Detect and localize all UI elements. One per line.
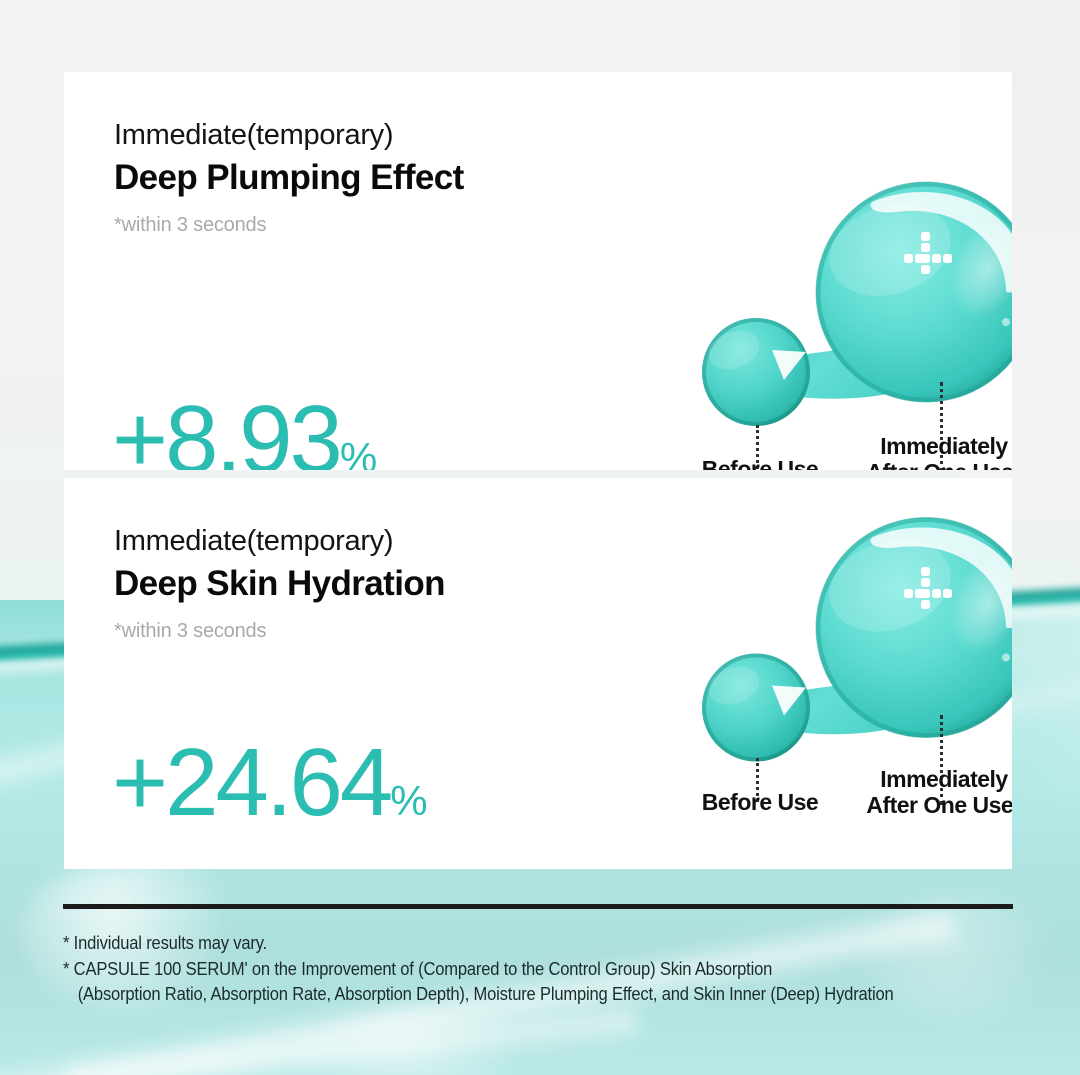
stat-unit: % xyxy=(390,777,427,824)
card-text-block: Immediate(temporary) Deep Plumping Effec… xyxy=(114,117,464,237)
leader-line-after xyxy=(940,715,943,805)
gel-highlight-blotch xyxy=(860,900,1080,1020)
label-after-one-use: Immediately After One Use* xyxy=(856,766,1012,819)
leader-line-before xyxy=(756,758,759,802)
leader-line-before xyxy=(756,425,759,469)
claim-card-plumping: Immediate(temporary) Deep Plumping Effec… xyxy=(64,72,1012,470)
stat-value: +8.93 xyxy=(112,386,343,471)
card-text-block: Immediate(temporary) Deep Skin Hydration… xyxy=(114,523,446,643)
footnote-item: * CAPSULE 100 SERUM' on the Improvement … xyxy=(63,958,773,979)
label-before-use: Before Use xyxy=(701,789,819,815)
page-title: Deep Skin Hydration xyxy=(114,564,446,604)
label-after-line2: After One Use* xyxy=(856,459,1012,470)
subnote-text: *within 3 seconds xyxy=(114,213,267,236)
label-before-use: Before Use xyxy=(701,456,819,470)
footnote-list: * Individual results may vary. * CAPSULE… xyxy=(63,931,1023,1008)
plus-dots-icon xyxy=(904,567,952,609)
label-after-line1: Immediately xyxy=(880,766,1008,792)
droplet-illustration: Before Use Immediately After One Use* xyxy=(676,505,1012,840)
gel-highlight-blotch xyxy=(300,1010,560,1075)
eyebrow-text: Immediate(temporary) xyxy=(114,525,394,557)
droplet-illustration: Before Use Immediately After One Use* xyxy=(676,172,1012,470)
stat-plumping: +8.93% xyxy=(112,392,377,471)
footnote-item: (Absorption Ratio, Absorption Rate, Abso… xyxy=(77,984,894,1005)
label-after-line1: Immediately xyxy=(880,433,1008,459)
leader-line-after xyxy=(940,382,943,470)
page-title: Deep Plumping Effect xyxy=(114,158,464,198)
eyebrow-text: Immediate(temporary) xyxy=(114,119,394,151)
serum-droplet-icon xyxy=(702,517,1012,762)
footnote-item: * Individual results may vary. xyxy=(63,933,268,953)
stat-unit: % xyxy=(339,434,377,470)
stat-value: +24.64 xyxy=(112,729,393,836)
plus-dots-icon xyxy=(904,232,952,274)
gel-highlight-blotch xyxy=(20,860,250,1010)
claim-card-hydration: Immediate(temporary) Deep Skin Hydration… xyxy=(64,478,1012,869)
subnote-text: *within 3 seconds xyxy=(114,619,267,642)
footer-divider xyxy=(63,904,1013,909)
serum-droplet-icon xyxy=(702,181,1012,426)
label-after-one-use: Immediately After One Use* xyxy=(856,433,1012,470)
stat-hydration: +24.64% xyxy=(112,735,428,831)
label-after-line2: After One Use* xyxy=(866,791,1012,818)
